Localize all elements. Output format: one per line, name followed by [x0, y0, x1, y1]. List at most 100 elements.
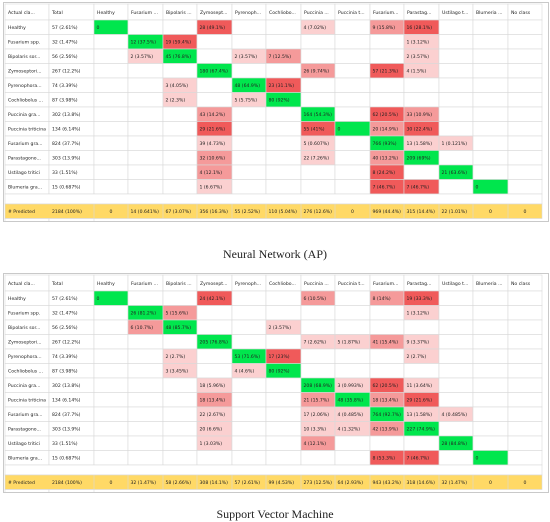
matrix-cell-value: 20 (14.9%) — [373, 126, 399, 132]
matrix-cell-value: 48 (64.9%) — [235, 83, 261, 89]
matrix-cell — [472, 319, 509, 335]
row-label: Ustilago tritici — [8, 441, 40, 447]
matrix-cell — [162, 450, 198, 466]
matrix-cell-value: 8 (53.3%) — [373, 455, 396, 461]
predicted-value: 67 (3.07%) — [166, 209, 192, 215]
matrix-cell-value: 13 (1.58%) — [407, 141, 433, 147]
matrix-cell — [93, 450, 129, 466]
row-label: Fusarium gra... — [8, 141, 43, 147]
matrix-cell — [265, 19, 302, 35]
matrix-cell — [472, 305, 509, 321]
matrix-cell — [472, 63, 509, 79]
row-label: Fusarium gra... — [8, 412, 43, 418]
predicted-value: 99 (4.53%) — [269, 480, 295, 486]
matrix-cell-value: 53 (71.6%) — [235, 354, 261, 360]
row-label: Puccinia triticina — [8, 397, 46, 403]
matrix-cell — [369, 435, 405, 451]
matrix-cell — [334, 363, 371, 379]
matrix-cell — [162, 164, 198, 180]
row-total: 57 (2.61%) — [52, 25, 78, 31]
matrix-cell — [334, 34, 371, 50]
matrix-cell — [127, 77, 164, 93]
matrix-cell-value: 17 (2.06%) — [304, 412, 330, 418]
matrix-cell — [93, 421, 129, 437]
matrix-cell-value: 62 (20.5%) — [373, 383, 399, 389]
matrix-cell — [93, 121, 129, 137]
matrix-cell — [472, 150, 509, 166]
matrix-cell-value: 80 (92%) — [269, 368, 290, 374]
matrix-cell — [300, 363, 336, 379]
predicted-value: 0 — [524, 209, 527, 215]
row-label: Bipolaris sor... — [8, 54, 40, 60]
column-header: Fusarium... — [373, 10, 398, 16]
matrix-cell-value: 7 (12.5%) — [269, 54, 292, 60]
matrix-cell — [438, 150, 474, 166]
matrix-cell — [265, 121, 302, 137]
matrix-cell — [403, 435, 440, 451]
matrix-cell — [507, 63, 543, 79]
matrix-cell-value: 22 (7.26%) — [304, 155, 330, 161]
column-header: Total — [51, 10, 63, 16]
matrix-cell — [438, 334, 474, 350]
matrix-cell — [334, 450, 371, 466]
matrix-cell — [507, 363, 543, 379]
matrix-cell-value: 18 (5.96%) — [200, 383, 226, 389]
confusion-matrix-svm: Actual cla... Total Healthy Fusarium ... Bip… — [3, 273, 549, 519]
matrix-cell — [369, 363, 405, 379]
matrix-cell — [507, 334, 543, 350]
matrix-cell-value: 180 (67.4%) — [200, 68, 229, 74]
matrix-cell-value: 20 (6.6%) — [200, 426, 223, 432]
matrix-cell — [93, 63, 129, 79]
matrix-cell — [93, 92, 129, 108]
row-label: Pyrenophora... — [8, 83, 42, 89]
matrix-cell-value: 17 (23%) — [269, 354, 290, 360]
matrix-cell-value: 0 — [97, 25, 100, 31]
matrix-cell — [334, 48, 371, 64]
matrix-cell — [265, 135, 302, 151]
matrix-cell — [93, 150, 129, 166]
matrix-cell — [196, 48, 233, 64]
matrix-cell — [93, 135, 129, 151]
matrix-cell-value: 208 (68.9%) — [304, 383, 333, 389]
matrix-cell — [127, 435, 164, 451]
row-total: 32 (1.47%) — [52, 39, 78, 45]
matrix-cell — [93, 34, 129, 50]
matrix-cell — [369, 77, 405, 93]
matrix-cell — [507, 319, 543, 335]
predicted-value: 315 (14.4%) — [407, 209, 436, 215]
matrix-cell — [334, 305, 371, 321]
row-label: Cochliobolus ... — [8, 368, 43, 374]
confusion-matrix-nn-svg: Actual cla... Total Healthy Fusarium ... Bip… — [4, 3, 543, 248]
matrix-cell — [472, 106, 509, 122]
matrix-cell-value: 55 (41%) — [304, 126, 325, 132]
column-header: Pyrenoph... — [235, 281, 261, 287]
matrix-cell-value: 4 (0.485%) — [338, 412, 364, 418]
row-label: Ustilago tritici — [8, 170, 40, 176]
matrix-cell — [196, 77, 233, 93]
matrix-cell — [127, 377, 164, 393]
matrix-cell — [334, 179, 371, 195]
row-label: Puccinia gra... — [8, 383, 40, 389]
matrix-cell — [196, 363, 233, 379]
matrix-cell-value: 48 (35.8%) — [338, 397, 364, 403]
matrix-cell — [300, 319, 336, 335]
matrix-cell — [507, 377, 543, 393]
matrix-cell — [369, 348, 405, 364]
matrix-cell — [507, 406, 543, 422]
matrix-cell — [472, 77, 509, 93]
matrix-cell-value: 5 (0.607%) — [304, 141, 330, 147]
row-total: 15 (0.687%) — [52, 455, 81, 461]
row-total: 56 (2.56%) — [52, 54, 78, 60]
row-label: Cochliobolus ... — [8, 97, 43, 103]
matrix-cell — [93, 363, 129, 379]
matrix-cell — [472, 34, 509, 50]
column-header: Puccinia ... — [304, 281, 329, 287]
matrix-cell — [472, 363, 509, 379]
row-label: Puccinia gra... — [8, 112, 40, 118]
row-total: 134 (6.14%) — [52, 126, 81, 132]
row-total: 87 (3.98%) — [52, 97, 78, 103]
matrix-cell — [127, 406, 164, 422]
matrix-cell — [162, 421, 198, 437]
matrix-cell — [127, 363, 164, 379]
matrix-cell — [438, 348, 474, 364]
